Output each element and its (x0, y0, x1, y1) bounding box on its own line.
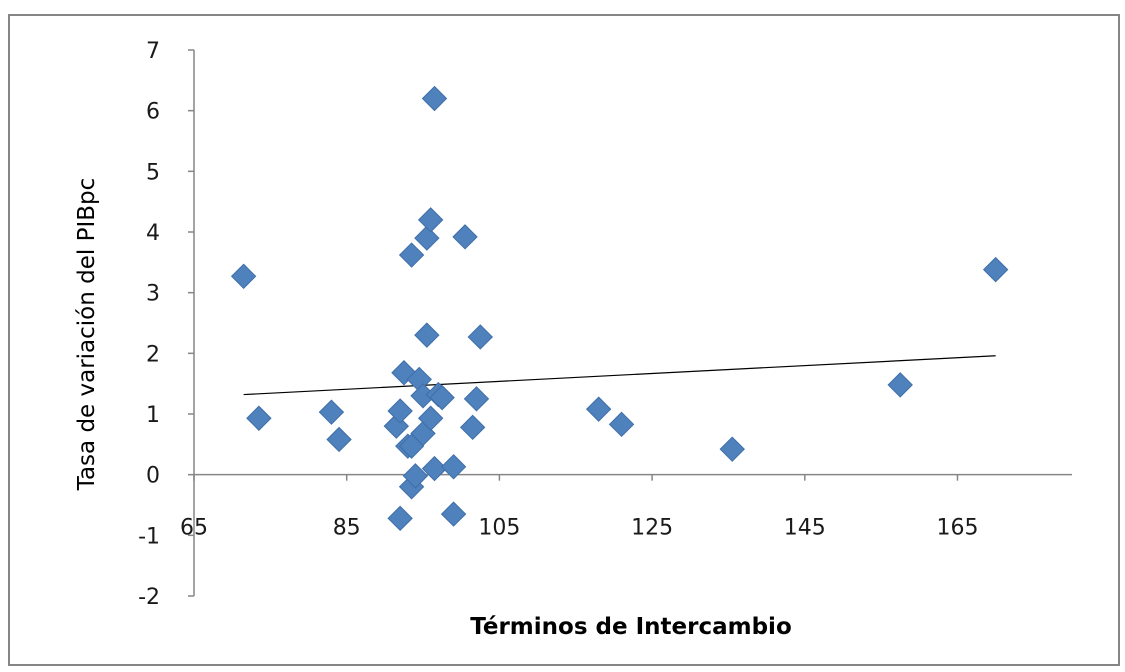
x-tick-label: 85 (333, 516, 361, 541)
y-tick-label: 0 (146, 464, 160, 489)
y-tick-label: 7 (146, 39, 160, 64)
y-tick-label: 5 (146, 160, 160, 185)
y-tick-label: 3 (146, 282, 160, 307)
y-tick-label: 4 (146, 221, 160, 246)
data-point (326, 426, 352, 453)
data-point (887, 372, 913, 398)
data-point (467, 324, 494, 350)
data-point (387, 505, 413, 532)
chart-frame: -2 -1 0 1 2 3 4 5 6 7 65 85 105 125 145 165 Términos de… (8, 14, 1120, 666)
x-tick-label: 165 (936, 516, 978, 541)
data-point (417, 405, 444, 431)
x-axis-title: Términos de Intercambio (470, 614, 792, 640)
y-tick-label: 1 (146, 403, 160, 428)
data-point (421, 455, 448, 482)
data-point (452, 224, 478, 250)
x-tick-label: 145 (784, 516, 826, 541)
data-point (719, 436, 745, 462)
x-tick-label: 125 (631, 516, 673, 541)
data-point (585, 396, 612, 422)
data-point (440, 454, 467, 480)
y-tick-label: 6 (146, 100, 160, 125)
x-tick-label: 105 (478, 516, 520, 541)
y-tick-label: -1 (138, 524, 160, 549)
data-point (982, 256, 1009, 283)
data-point (230, 263, 257, 289)
data-point (421, 85, 448, 112)
data-point (459, 414, 486, 441)
scatter-chart: -2 -1 0 1 2 3 4 5 6 7 65 85 105 125 145 165 Términos de… (74, 39, 1072, 640)
data-point (463, 386, 490, 412)
data-point (318, 399, 345, 425)
data-point (398, 242, 425, 268)
trendline (243, 355, 996, 396)
data-point (417, 207, 444, 233)
data-point (414, 322, 440, 348)
y-axis-title: Tasa de variación del PIBpc (74, 178, 100, 492)
data-point (387, 398, 413, 424)
data-point (402, 463, 429, 489)
x-tick-label: 65 (180, 516, 208, 541)
y-tick-label: -2 (138, 585, 160, 610)
data-point (608, 411, 635, 438)
data-point (414, 225, 440, 251)
y-tick-label: 2 (146, 342, 160, 367)
data-point (429, 384, 455, 411)
data-point (440, 501, 467, 527)
data-point (246, 405, 272, 431)
